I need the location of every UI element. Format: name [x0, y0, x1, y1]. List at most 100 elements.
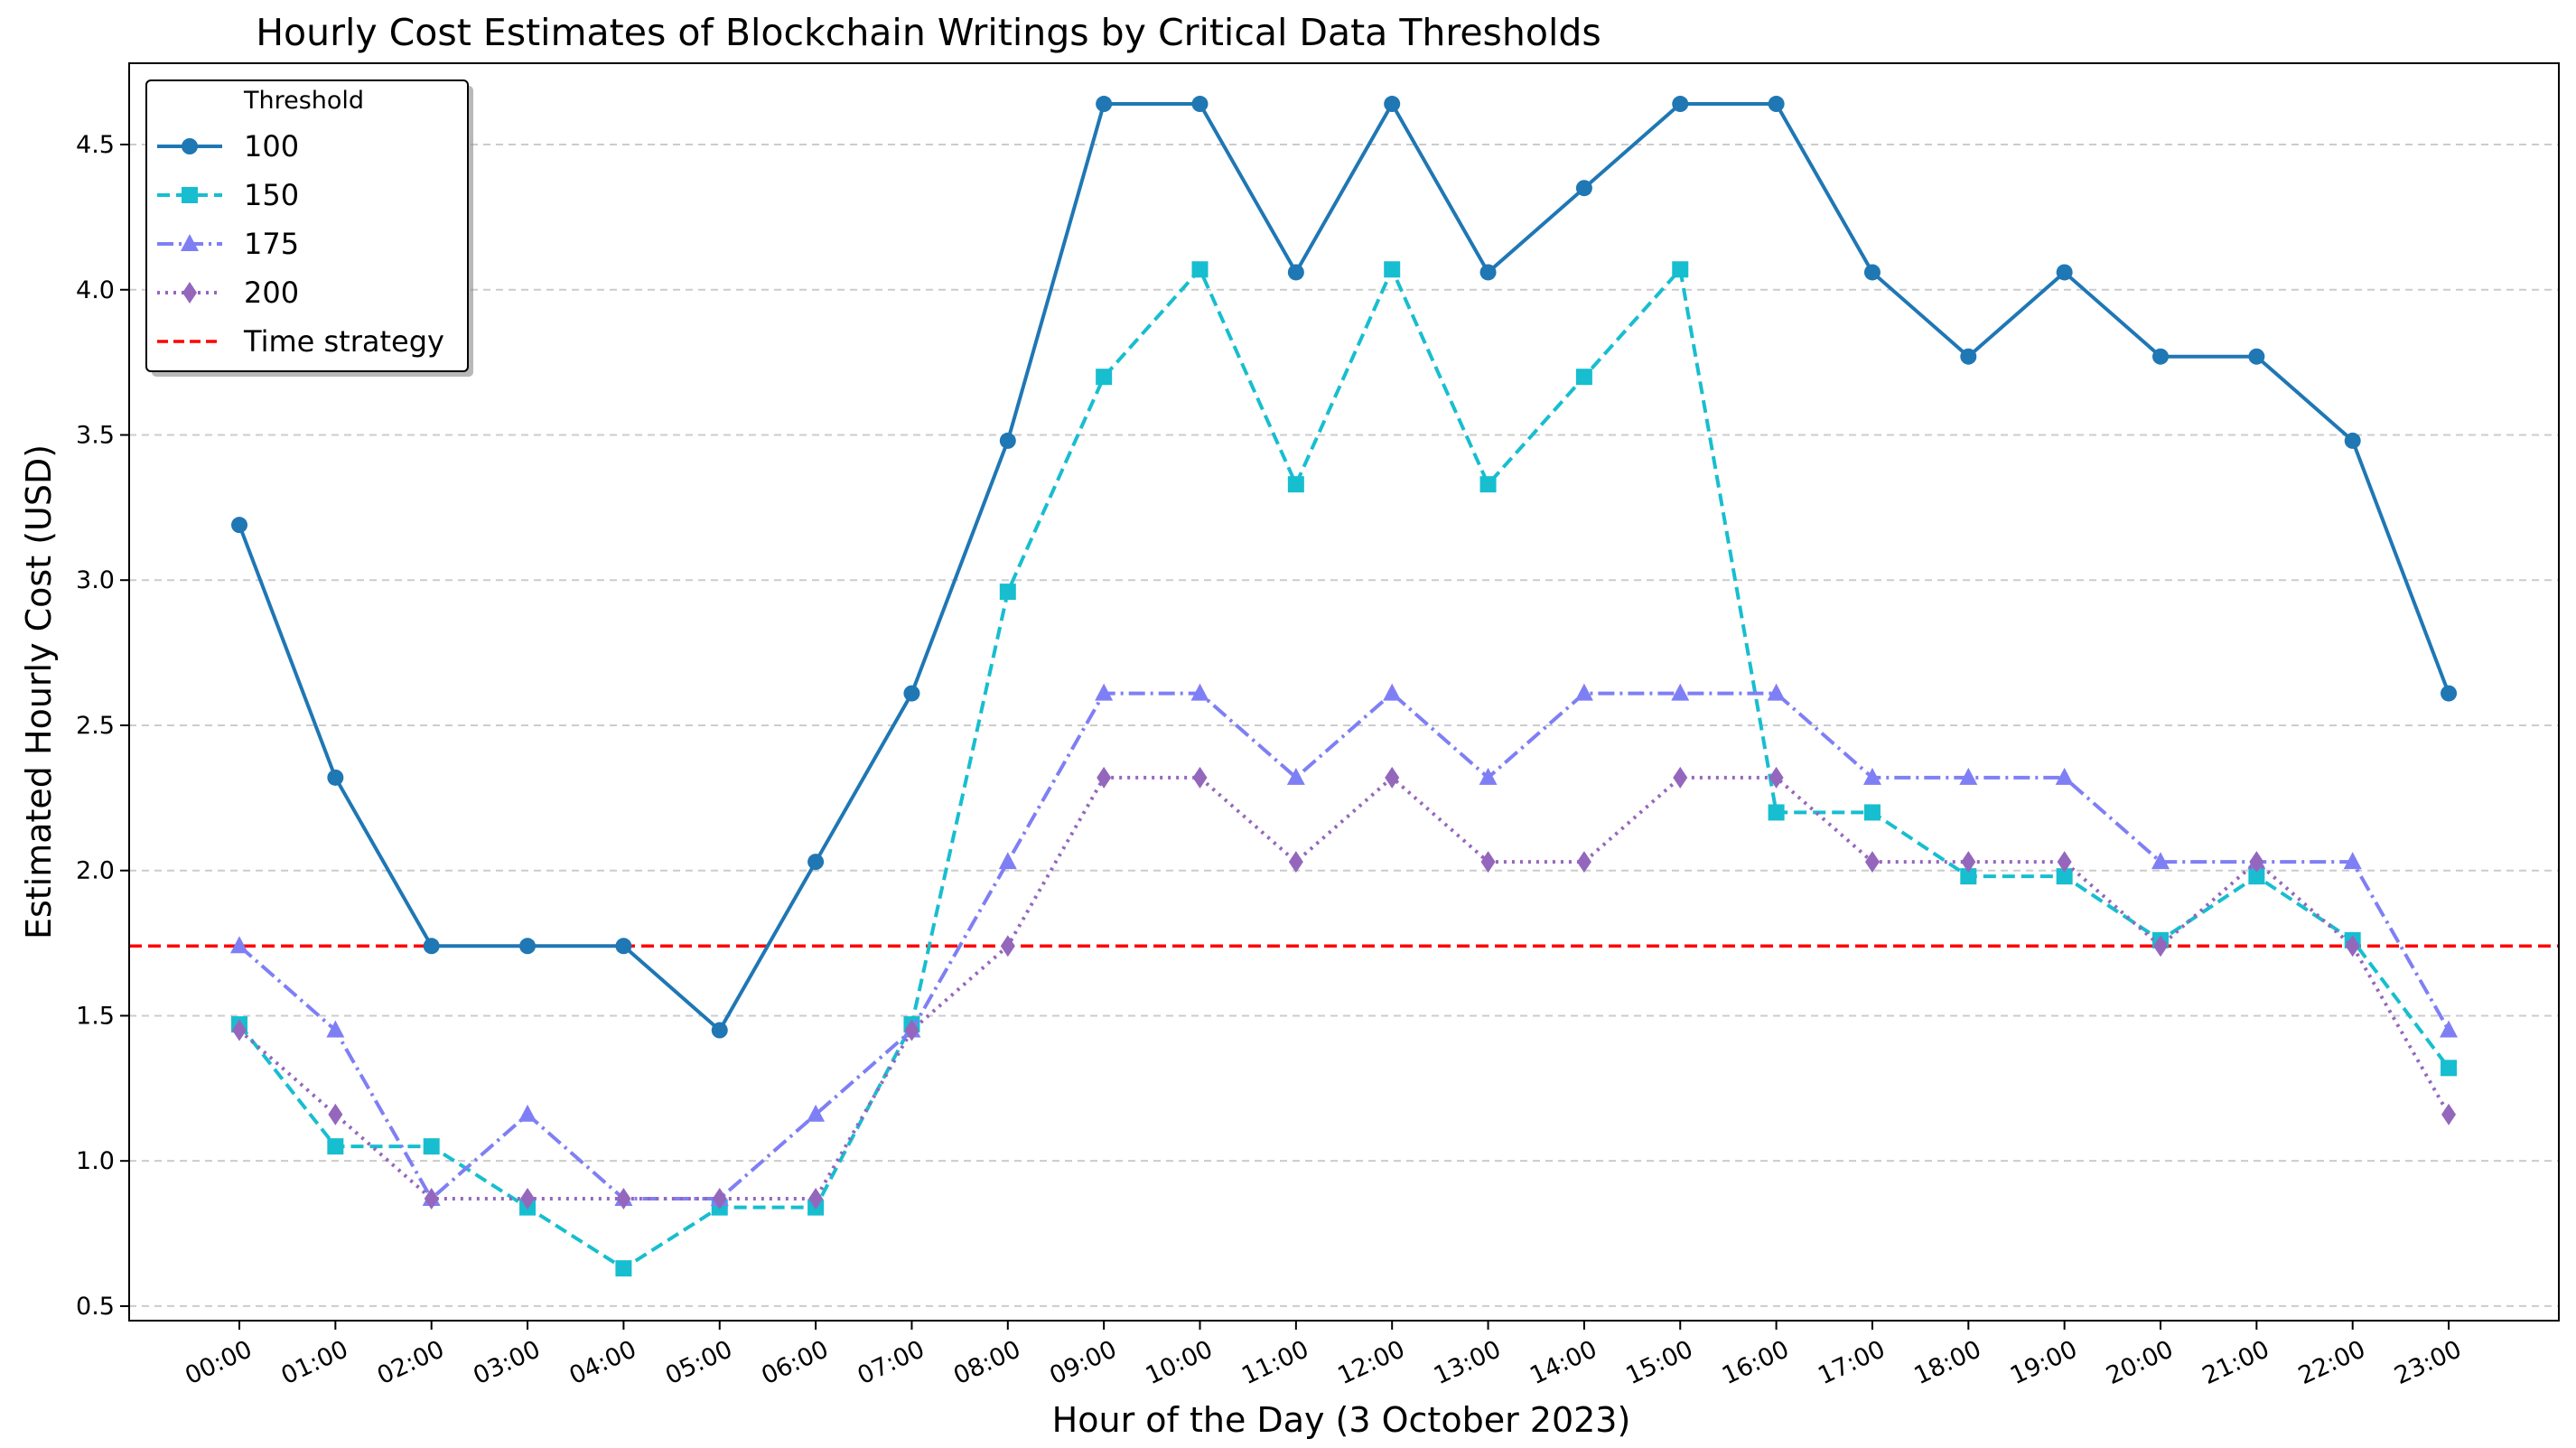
data-point — [519, 938, 537, 955]
x-tick-label: 06:00 — [757, 1335, 833, 1390]
legend-box — [145, 79, 469, 372]
data-point — [1961, 851, 1976, 873]
series-line — [238, 267, 2450, 1271]
x-tick-label: 12:00 — [1334, 1335, 1410, 1390]
data-point — [2152, 348, 2169, 365]
data-point — [424, 1187, 439, 1210]
plot-frame — [128, 62, 2560, 1322]
data-point — [230, 936, 248, 954]
y-tick-label: 1.0 — [76, 1147, 115, 1175]
x-tick-label: 16:00 — [1718, 1335, 1794, 1390]
data-point — [1384, 261, 1401, 278]
y-axis-label: Estimated Hourly Cost (USD) — [19, 444, 59, 939]
data-point — [807, 1104, 826, 1122]
data-point — [2056, 868, 2073, 885]
x-tick-label: 15:00 — [1622, 1335, 1698, 1390]
data-point — [520, 1187, 536, 1210]
grid-lines — [129, 144, 2559, 1307]
data-point — [808, 1187, 824, 1210]
y-tick-label: 2.0 — [76, 857, 115, 885]
data-point — [711, 1022, 728, 1039]
data-point — [1097, 766, 1112, 789]
data-point — [2441, 685, 2458, 702]
data-point — [807, 854, 825, 871]
data-point — [712, 1187, 727, 1210]
data-point — [1863, 804, 1881, 821]
data-point — [1575, 369, 1592, 386]
y-axis: 0.5 1.0 1.5 2.0 2.5 3.0 3.5 4.0 4.5 — [76, 131, 129, 1321]
data-point — [1288, 851, 1303, 873]
data-point — [999, 584, 1016, 601]
data-point — [1575, 180, 1592, 197]
data-point — [1479, 264, 1497, 281]
data-point — [615, 1260, 632, 1277]
series-175 — [230, 683, 2459, 1206]
chart-title: Hourly Cost Estimates of Blockchain Writ… — [256, 11, 1601, 54]
y-tick-label: 4.0 — [76, 276, 115, 304]
y-tick-label: 2.5 — [76, 712, 115, 740]
y-tick-label: 3.0 — [76, 566, 115, 594]
x-tick-label: 13:00 — [1430, 1335, 1506, 1390]
x-tick-label: 10:00 — [1142, 1335, 1218, 1390]
data-point — [999, 432, 1016, 449]
data-point — [616, 1187, 631, 1210]
legend-label-100: 100 — [244, 129, 299, 163]
data-point — [2345, 935, 2360, 958]
data-point — [1768, 96, 1785, 113]
x-tick-label: 02:00 — [373, 1335, 449, 1390]
data-point — [1673, 766, 1688, 789]
data-point — [1574, 683, 1593, 701]
y-tick-label: 0.5 — [76, 1293, 115, 1321]
data-point — [1767, 683, 1786, 701]
data-point — [1960, 348, 1977, 365]
data-point — [2249, 851, 2264, 873]
data-point — [1576, 851, 1591, 873]
series-200 — [232, 766, 2457, 1210]
data-point — [326, 1020, 345, 1038]
series-150 — [231, 261, 2458, 1277]
series-group — [230, 96, 2459, 1277]
data-point — [1768, 804, 1785, 821]
data-point — [1769, 766, 1784, 789]
x-tick-label: 22:00 — [2294, 1335, 2370, 1390]
data-point — [2055, 767, 2074, 785]
y-tick-label: 3.5 — [76, 421, 115, 449]
data-point — [1286, 767, 1305, 785]
x-tick-label: 08:00 — [949, 1335, 1025, 1390]
data-point — [1671, 683, 1690, 701]
x-tick-label: 04:00 — [565, 1335, 641, 1390]
data-point — [2248, 348, 2265, 365]
x-tick-label: 11:00 — [1237, 1335, 1313, 1390]
data-point — [1287, 476, 1304, 493]
legend-marker-200 — [182, 282, 197, 304]
data-point — [2153, 935, 2168, 958]
legend: Threshold 100 150 175 200 Time strategy — [145, 79, 473, 377]
data-point — [2343, 852, 2362, 870]
x-tick-label: 05:00 — [661, 1335, 737, 1390]
data-point — [1863, 264, 1881, 281]
y-tick-label: 4.5 — [76, 131, 115, 159]
data-point — [2151, 852, 2170, 870]
x-tick-label: 07:00 — [854, 1335, 929, 1390]
data-point — [903, 685, 920, 702]
x-tick-label: 19:00 — [2006, 1335, 2082, 1390]
data-point — [232, 1019, 247, 1042]
data-point — [1287, 264, 1304, 281]
data-point — [518, 1104, 537, 1122]
data-point — [1383, 683, 1402, 701]
legend-label-175: 175 — [244, 227, 299, 261]
data-point — [1095, 683, 1114, 701]
data-point — [1480, 851, 1496, 873]
data-point — [2440, 1020, 2459, 1038]
x-tick-label: 18:00 — [1910, 1335, 1986, 1390]
x-tick-label: 21:00 — [2198, 1335, 2274, 1390]
x-tick-label: 17:00 — [1814, 1335, 1890, 1390]
data-point — [231, 517, 247, 534]
x-tick-label: 01:00 — [277, 1335, 353, 1390]
legend-label-reference: Time strategy — [243, 324, 444, 359]
data-point — [1192, 766, 1208, 789]
series-100 — [231, 96, 2458, 1039]
x-tick-label: 09:00 — [1045, 1335, 1121, 1390]
y-tick-label: 1.5 — [76, 1002, 115, 1030]
